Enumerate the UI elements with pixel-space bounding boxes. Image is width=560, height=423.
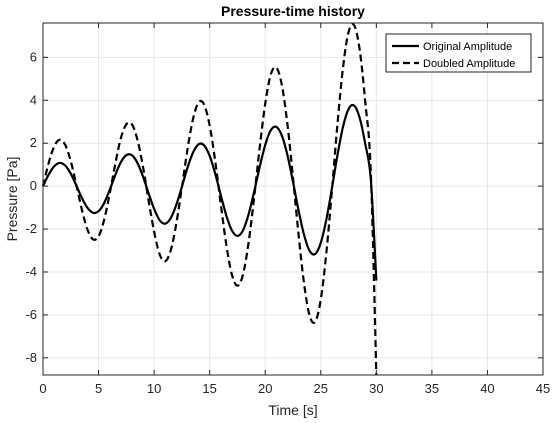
x-tick-label: 20 [258, 381, 272, 396]
legend-box [385, 33, 532, 73]
chart-title: Pressure-time history [221, 3, 365, 19]
x-tick-label: 0 [39, 381, 46, 396]
x-tick-label: 40 [480, 381, 494, 396]
series-layer [41, 22, 378, 376]
plot-area [43, 23, 543, 375]
x-tick-label: 35 [425, 381, 439, 396]
plot-frame [42, 22, 544, 376]
legend-entry: Doubled Amplitude [423, 58, 515, 70]
x-tick-label: 5 [95, 381, 102, 396]
x-tick-label: 25 [314, 381, 328, 396]
y-tick-label: 4 [30, 92, 37, 107]
axis-ticks: 0 5 10 15 20 25 30 35 40 45 -8 -6 -4 -2 0 2 4 6 [25, 23, 550, 396]
doubled-amplitude-line [41, 22, 378, 376]
x-tick-label: 10 [147, 381, 161, 396]
original-amplitude-line [42, 103, 378, 281]
legend-entry: Original Amplitude [423, 41, 512, 53]
y-tick-label: -2 [25, 221, 37, 236]
x-axis-label: Time [s] [268, 402, 317, 418]
y-tick-label: 6 [30, 49, 37, 64]
legend: Original Amplitude Doubled Amplitude [385, 33, 532, 73]
y-tick-label: -8 [25, 350, 37, 365]
y-tick-label: 2 [30, 135, 37, 150]
x-tick-label: 30 [369, 381, 383, 396]
x-tick-label: 45 [536, 381, 550, 396]
y-tick-label: -6 [25, 307, 37, 322]
x-tick-label: 15 [202, 381, 216, 396]
y-tick-label: -4 [25, 264, 37, 279]
y-axis-label: Pressure [Pa] [4, 157, 20, 242]
y-tick-label: 0 [30, 178, 37, 193]
